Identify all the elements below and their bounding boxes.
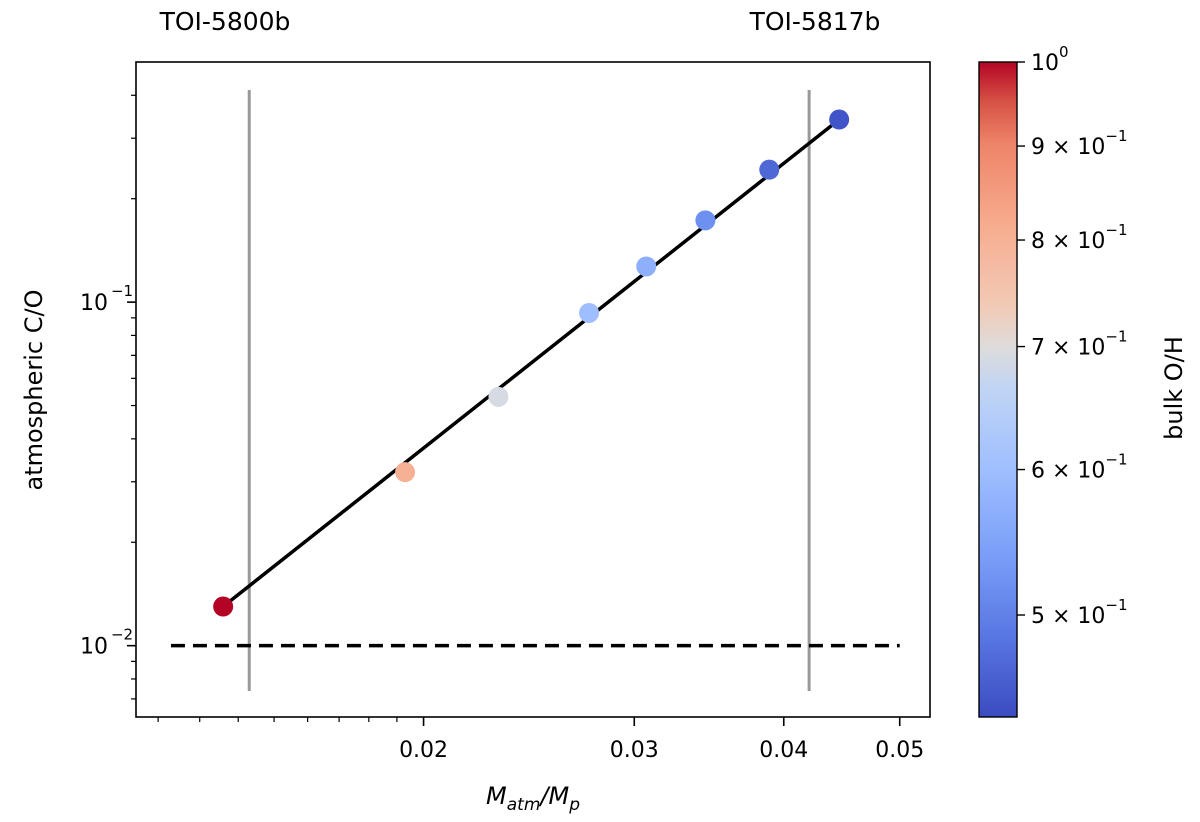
y-tick-label-2: 10 bbox=[80, 291, 108, 316]
y-tick-label-1: 10 bbox=[80, 635, 108, 660]
data-points bbox=[213, 109, 850, 617]
plot-area-frame bbox=[135, 61, 931, 718]
colorbar-tick-label-2: 9 × 10−1 bbox=[1031, 127, 1128, 160]
colorbar-tick-label-4: 7 × 10−1 bbox=[1031, 328, 1128, 361]
colorbar-tick-label-1: 100 bbox=[1031, 43, 1069, 76]
colorbar-tick-label-3: 8 × 10−1 bbox=[1031, 221, 1128, 254]
data-point-5 bbox=[636, 256, 657, 277]
x-tick-label-3: 0.04 bbox=[759, 738, 808, 763]
data-point-1 bbox=[213, 596, 234, 617]
data-point-2 bbox=[395, 462, 416, 483]
data-point-6 bbox=[695, 210, 716, 231]
x-tick-label-1: 0.02 bbox=[399, 738, 448, 763]
y-axis-label: atmospheric C/O bbox=[20, 290, 48, 491]
colorbar-tick-label-6: 5 × 10−1 bbox=[1031, 596, 1128, 629]
colorbar-ticks: 100 9 × 10−1 8 × 10−1 7 × 10−1 6 × 10−1 5 × 1… bbox=[1017, 43, 1128, 629]
colorbar bbox=[978, 61, 1018, 718]
y-axis-ticks: 10−210−1 bbox=[80, 94, 136, 700]
vertical-marker-label-toi-5800b: TOI-5800b bbox=[159, 7, 291, 36]
fit-line bbox=[222, 118, 841, 608]
x-tick-label-4: 0.05 bbox=[875, 738, 924, 763]
colorbar-tick-label-5: 6 × 10−1 bbox=[1031, 451, 1128, 484]
data-point-8 bbox=[829, 109, 850, 130]
x-tick-label-2: 0.03 bbox=[610, 738, 659, 763]
data-point-7 bbox=[759, 159, 780, 180]
x-axis-ticks: 0.02 0.03 0.04 0.05 bbox=[157, 717, 924, 763]
vertical-marker-label-toi-5817b: TOI-5817b bbox=[749, 7, 881, 36]
colorbar-label: bulk O/H bbox=[1160, 336, 1188, 440]
x-axis-label: Matm/Mp bbox=[486, 782, 580, 815]
data-point-4 bbox=[579, 302, 600, 323]
y-tick-exponent-2: −1 bbox=[111, 282, 133, 300]
y-tick-exponent-1: −2 bbox=[111, 626, 133, 644]
data-point-3 bbox=[488, 386, 509, 407]
